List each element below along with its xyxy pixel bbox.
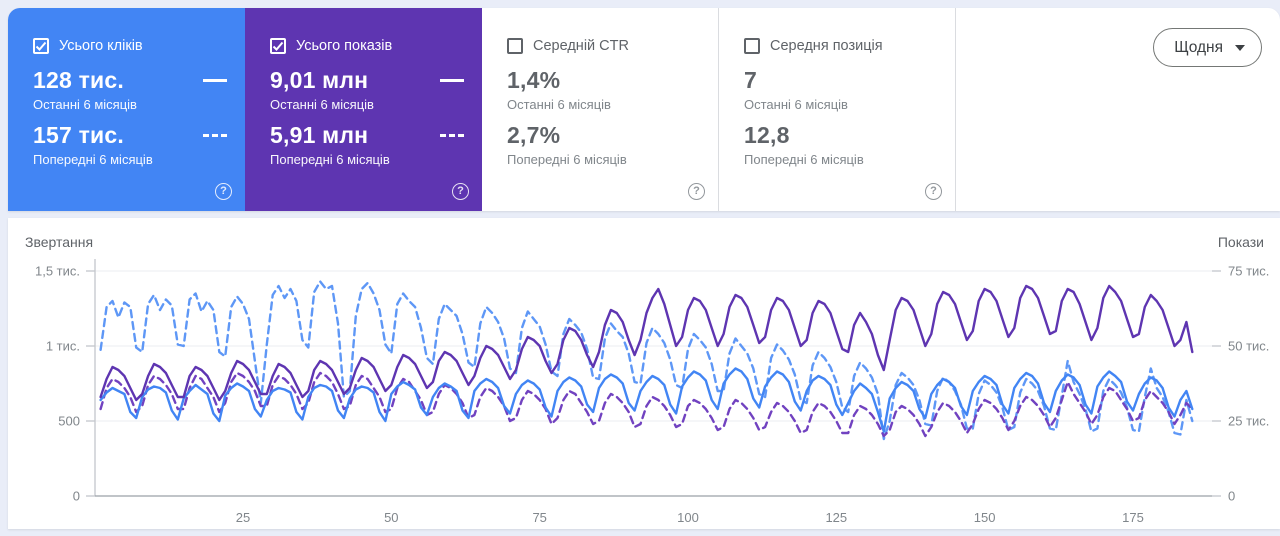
svg-text:0: 0 xyxy=(1228,489,1235,504)
solid-line-legend-icon xyxy=(440,79,464,82)
checkbox-unchecked-icon[interactable] xyxy=(744,38,760,54)
metric-period-current: Останні 6 місяців xyxy=(33,97,137,112)
metric-period-previous: Попередні 6 місяців xyxy=(507,152,627,167)
help-icon[interactable]: ? xyxy=(215,183,232,200)
svg-text:175: 175 xyxy=(1122,510,1144,525)
svg-text:75: 75 xyxy=(532,510,546,525)
metric-card-total-clicks[interactable]: Усього кліків 128 тис. Останні 6 місяців… xyxy=(8,8,245,211)
metrics-cards-row: Усього кліків 128 тис. Останні 6 місяців… xyxy=(8,8,1280,211)
metric-value-previous: 12,8 xyxy=(744,122,790,148)
chevron-down-icon xyxy=(1235,44,1245,51)
svg-text:1,5 тис.: 1,5 тис. xyxy=(35,264,80,279)
dashed-line-legend-icon xyxy=(440,134,464,137)
metric-value-current: 7 xyxy=(744,67,757,93)
metric-card-total-impressions[interactable]: Усього показів 9,01 млн Останні 6 місяці… xyxy=(245,8,482,211)
svg-text:0: 0 xyxy=(73,489,80,504)
granularity-label: Щодня xyxy=(1174,38,1223,56)
metric-value-current: 9,01 млн xyxy=(270,67,369,93)
svg-text:100: 100 xyxy=(677,510,699,525)
svg-text:50: 50 xyxy=(384,510,398,525)
metric-card-title: Середній CTR xyxy=(533,38,629,54)
metric-period-current: Останні 6 місяців xyxy=(507,97,611,112)
dashed-line-legend-icon xyxy=(203,134,227,137)
metric-card-average-ctr[interactable]: Середній CTR 1,4% Останні 6 місяців 2,7%… xyxy=(482,8,719,211)
help-icon[interactable]: ? xyxy=(688,183,705,200)
help-icon[interactable]: ? xyxy=(925,183,942,200)
checkbox-checked-icon[interactable] xyxy=(33,38,49,54)
metric-value-current: 128 тис. xyxy=(33,67,124,93)
checkbox-unchecked-icon[interactable] xyxy=(507,38,523,54)
metric-card-title: Середня позиція xyxy=(770,38,883,54)
chart-canvas[interactable]: 1,5 тис. 75 тис. 1 тис. 50 тис. 500 25 тис. 0 0… xyxy=(8,218,1280,529)
svg-text:75 тис.: 75 тис. xyxy=(1228,264,1269,279)
metric-value-previous: 5,91 млн xyxy=(270,122,369,148)
checkbox-checked-icon[interactable] xyxy=(270,38,286,54)
granularity-dropdown-button[interactable]: Щодня xyxy=(1153,28,1262,67)
right-axis-title: Покази xyxy=(1217,234,1264,250)
svg-text:1 тис.: 1 тис. xyxy=(46,339,80,354)
svg-text:50 тис.: 50 тис. xyxy=(1228,339,1269,354)
metric-period-current: Останні 6 місяців xyxy=(744,97,848,112)
metric-period-previous: Попередні 6 місяців xyxy=(270,152,390,167)
svg-text:25: 25 xyxy=(236,510,250,525)
metric-card-title: Усього показів xyxy=(296,38,393,54)
svg-text:500: 500 xyxy=(58,414,80,429)
metric-card-average-position[interactable]: Середня позиція 7 Останні 6 місяців 12,8… xyxy=(719,8,956,211)
performance-chart-panel: Звертання Покази 1,5 тис. 75 тис. 1 тис. 50… xyxy=(8,218,1280,529)
metric-period-previous: Попередні 6 місяців xyxy=(744,152,864,167)
help-icon[interactable]: ? xyxy=(452,183,469,200)
metric-value-previous: 2,7% xyxy=(507,122,561,148)
left-axis-title: Звертання xyxy=(25,234,94,250)
metric-value-previous: 157 тис. xyxy=(33,122,124,148)
svg-text:25 тис.: 25 тис. xyxy=(1228,414,1269,429)
metric-period-current: Останні 6 місяців xyxy=(270,97,374,112)
solid-line-legend-icon xyxy=(203,79,227,82)
metric-card-title: Усього кліків xyxy=(59,38,143,54)
svg-text:125: 125 xyxy=(825,510,847,525)
svg-text:150: 150 xyxy=(974,510,996,525)
metric-value-current: 1,4% xyxy=(507,67,561,93)
metric-period-previous: Попередні 6 місяців xyxy=(33,152,153,167)
